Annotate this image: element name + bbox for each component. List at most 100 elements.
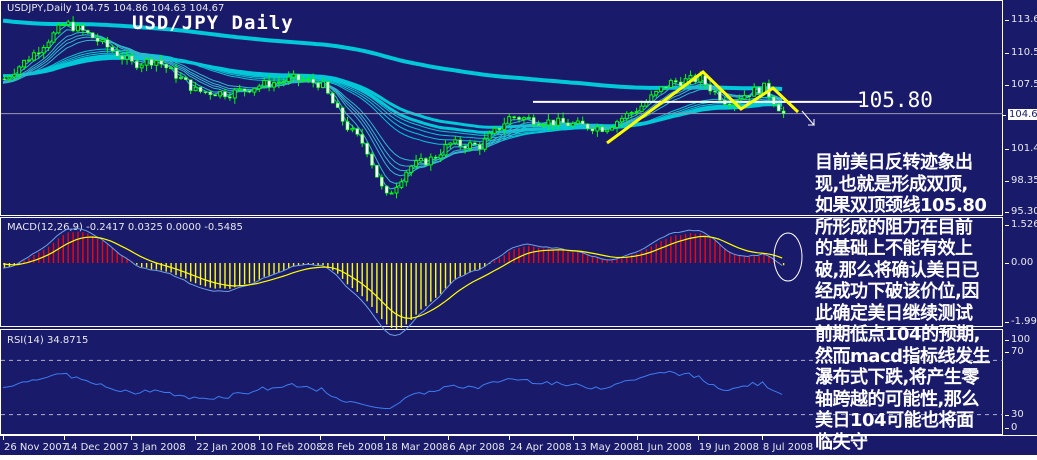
candle-body [590, 128, 595, 132]
rsi-panel[interactable]: RSI(14) 34.8715 [0, 329, 1003, 435]
macd-highlight-circle [773, 232, 803, 282]
candle-body [575, 120, 580, 124]
note-line: 经成功下破该价位,因 [815, 281, 979, 302]
candle-body [629, 112, 634, 115]
candle-body [61, 24, 66, 27]
ma-slow-line [2, 54, 783, 136]
ma-slow-line [3, 52, 783, 139]
candle-body [316, 82, 320, 88]
candle-body [492, 127, 497, 134]
macd-signal-line [2, 235, 783, 319]
candle-body [330, 93, 335, 104]
candle-body [448, 142, 453, 146]
x-tick-mark [195, 436, 197, 440]
candle-body [541, 124, 546, 127]
candle-body [375, 165, 379, 178]
rsi-tick: 100 [1004, 334, 1031, 345]
candle-body [76, 24, 80, 32]
chart-title: USD/JPY Daily [132, 12, 294, 34]
candle-body [512, 116, 516, 118]
candle-body [81, 25, 85, 31]
price-panel[interactable]: USDJPY,Daily 104.75 104.86 104.63 104.67 [0, 0, 1003, 216]
candle-body [139, 64, 144, 69]
candle-body [708, 84, 712, 92]
x-tick-label: 1 Jun 2008 [638, 442, 692, 453]
candle-body [247, 90, 252, 93]
candle-body [17, 66, 22, 75]
x-tick-mark [761, 436, 763, 440]
candle-body [169, 67, 174, 70]
candle-body [164, 63, 168, 69]
note-line: 美日104可能也将面 [815, 410, 974, 431]
x-tick-label: 6 Apr 2008 [449, 442, 505, 453]
candle-body [580, 120, 585, 125]
candle-body [223, 91, 227, 98]
price-header: USDJPY,Daily 104.75 104.86 104.63 104.67 [7, 3, 225, 14]
candle-body [497, 127, 502, 130]
candle-body [178, 76, 183, 79]
candle-body [125, 55, 129, 60]
candle-body [262, 80, 267, 87]
candle-body [463, 145, 467, 149]
rsi-tick: 70 [1005, 346, 1024, 357]
candle-body [713, 90, 717, 93]
candle-body [453, 139, 458, 144]
macd-main-line [2, 227, 783, 337]
candle-body [737, 98, 742, 102]
candle-body [443, 144, 448, 156]
candle-body [86, 30, 90, 34]
candle-body [144, 58, 149, 66]
candle-body [649, 94, 654, 103]
candle-body [252, 88, 257, 93]
candle-body [384, 185, 389, 194]
candle-body [335, 102, 340, 108]
x-tick-label: 18 Mar 2008 [385, 442, 449, 453]
plot-area [1, 16, 1003, 416]
candle-body [213, 94, 217, 97]
candle-body [468, 142, 472, 149]
candle-body [698, 75, 703, 83]
ma-long-line [2, 18, 783, 91]
candle-body [66, 21, 71, 26]
candle-body [752, 86, 757, 97]
macd-label: MACD(12,26,9) -0.2417 0.0325 0.0000 -0.5… [7, 222, 243, 233]
candle-body [688, 75, 693, 80]
analysis-note: 目前美日反转迹象出 现,也就是形成双顶, 如果双顶颈线105.80 所形成的阻力在目前… [815, 152, 1015, 453]
candle-body [272, 82, 276, 88]
x-tick-label: 19 Jun 2008 [698, 442, 759, 453]
candle-body [350, 128, 355, 131]
candle-body [595, 126, 600, 132]
candle-body [208, 91, 213, 96]
x-tick-mark [259, 436, 261, 440]
candle-body [419, 157, 423, 162]
candle-body [414, 160, 419, 167]
note-line: 然而macd指标线发生 [815, 345, 990, 367]
x-tick-label: 14 Dec 2007 [64, 442, 129, 453]
candle-body [154, 60, 159, 66]
x-tick-label: 13 May 2008 [574, 442, 640, 453]
candle-body [345, 121, 350, 131]
candle-body [301, 79, 306, 82]
x-tick-label: 26 Nov 2007 [4, 442, 69, 453]
candle-body [184, 77, 188, 80]
candle-body [404, 171, 409, 183]
candle-body [605, 129, 610, 133]
candle-body [193, 86, 198, 92]
candle-body [51, 32, 56, 43]
neckline-label: 105.80 [857, 88, 933, 112]
candle-body [757, 87, 761, 94]
candle-body [306, 78, 311, 81]
candle-body [311, 78, 316, 84]
candle-body [174, 67, 178, 79]
note-line: 临失守 [815, 431, 868, 453]
macd-panel[interactable]: MACD(12,26,9) -0.2417 0.0325 0.0000 -0.5… [0, 217, 1003, 327]
ma-fast-line [2, 31, 783, 177]
candle-body [624, 112, 629, 119]
candle-body [242, 88, 247, 92]
note-line: 此确定美日继续测试 [815, 302, 973, 324]
candle-body [135, 60, 139, 69]
y-tick: 110.55 [1005, 47, 1037, 58]
candle-body [340, 107, 345, 122]
x-tick-label: 10 Feb 2008 [260, 442, 323, 453]
